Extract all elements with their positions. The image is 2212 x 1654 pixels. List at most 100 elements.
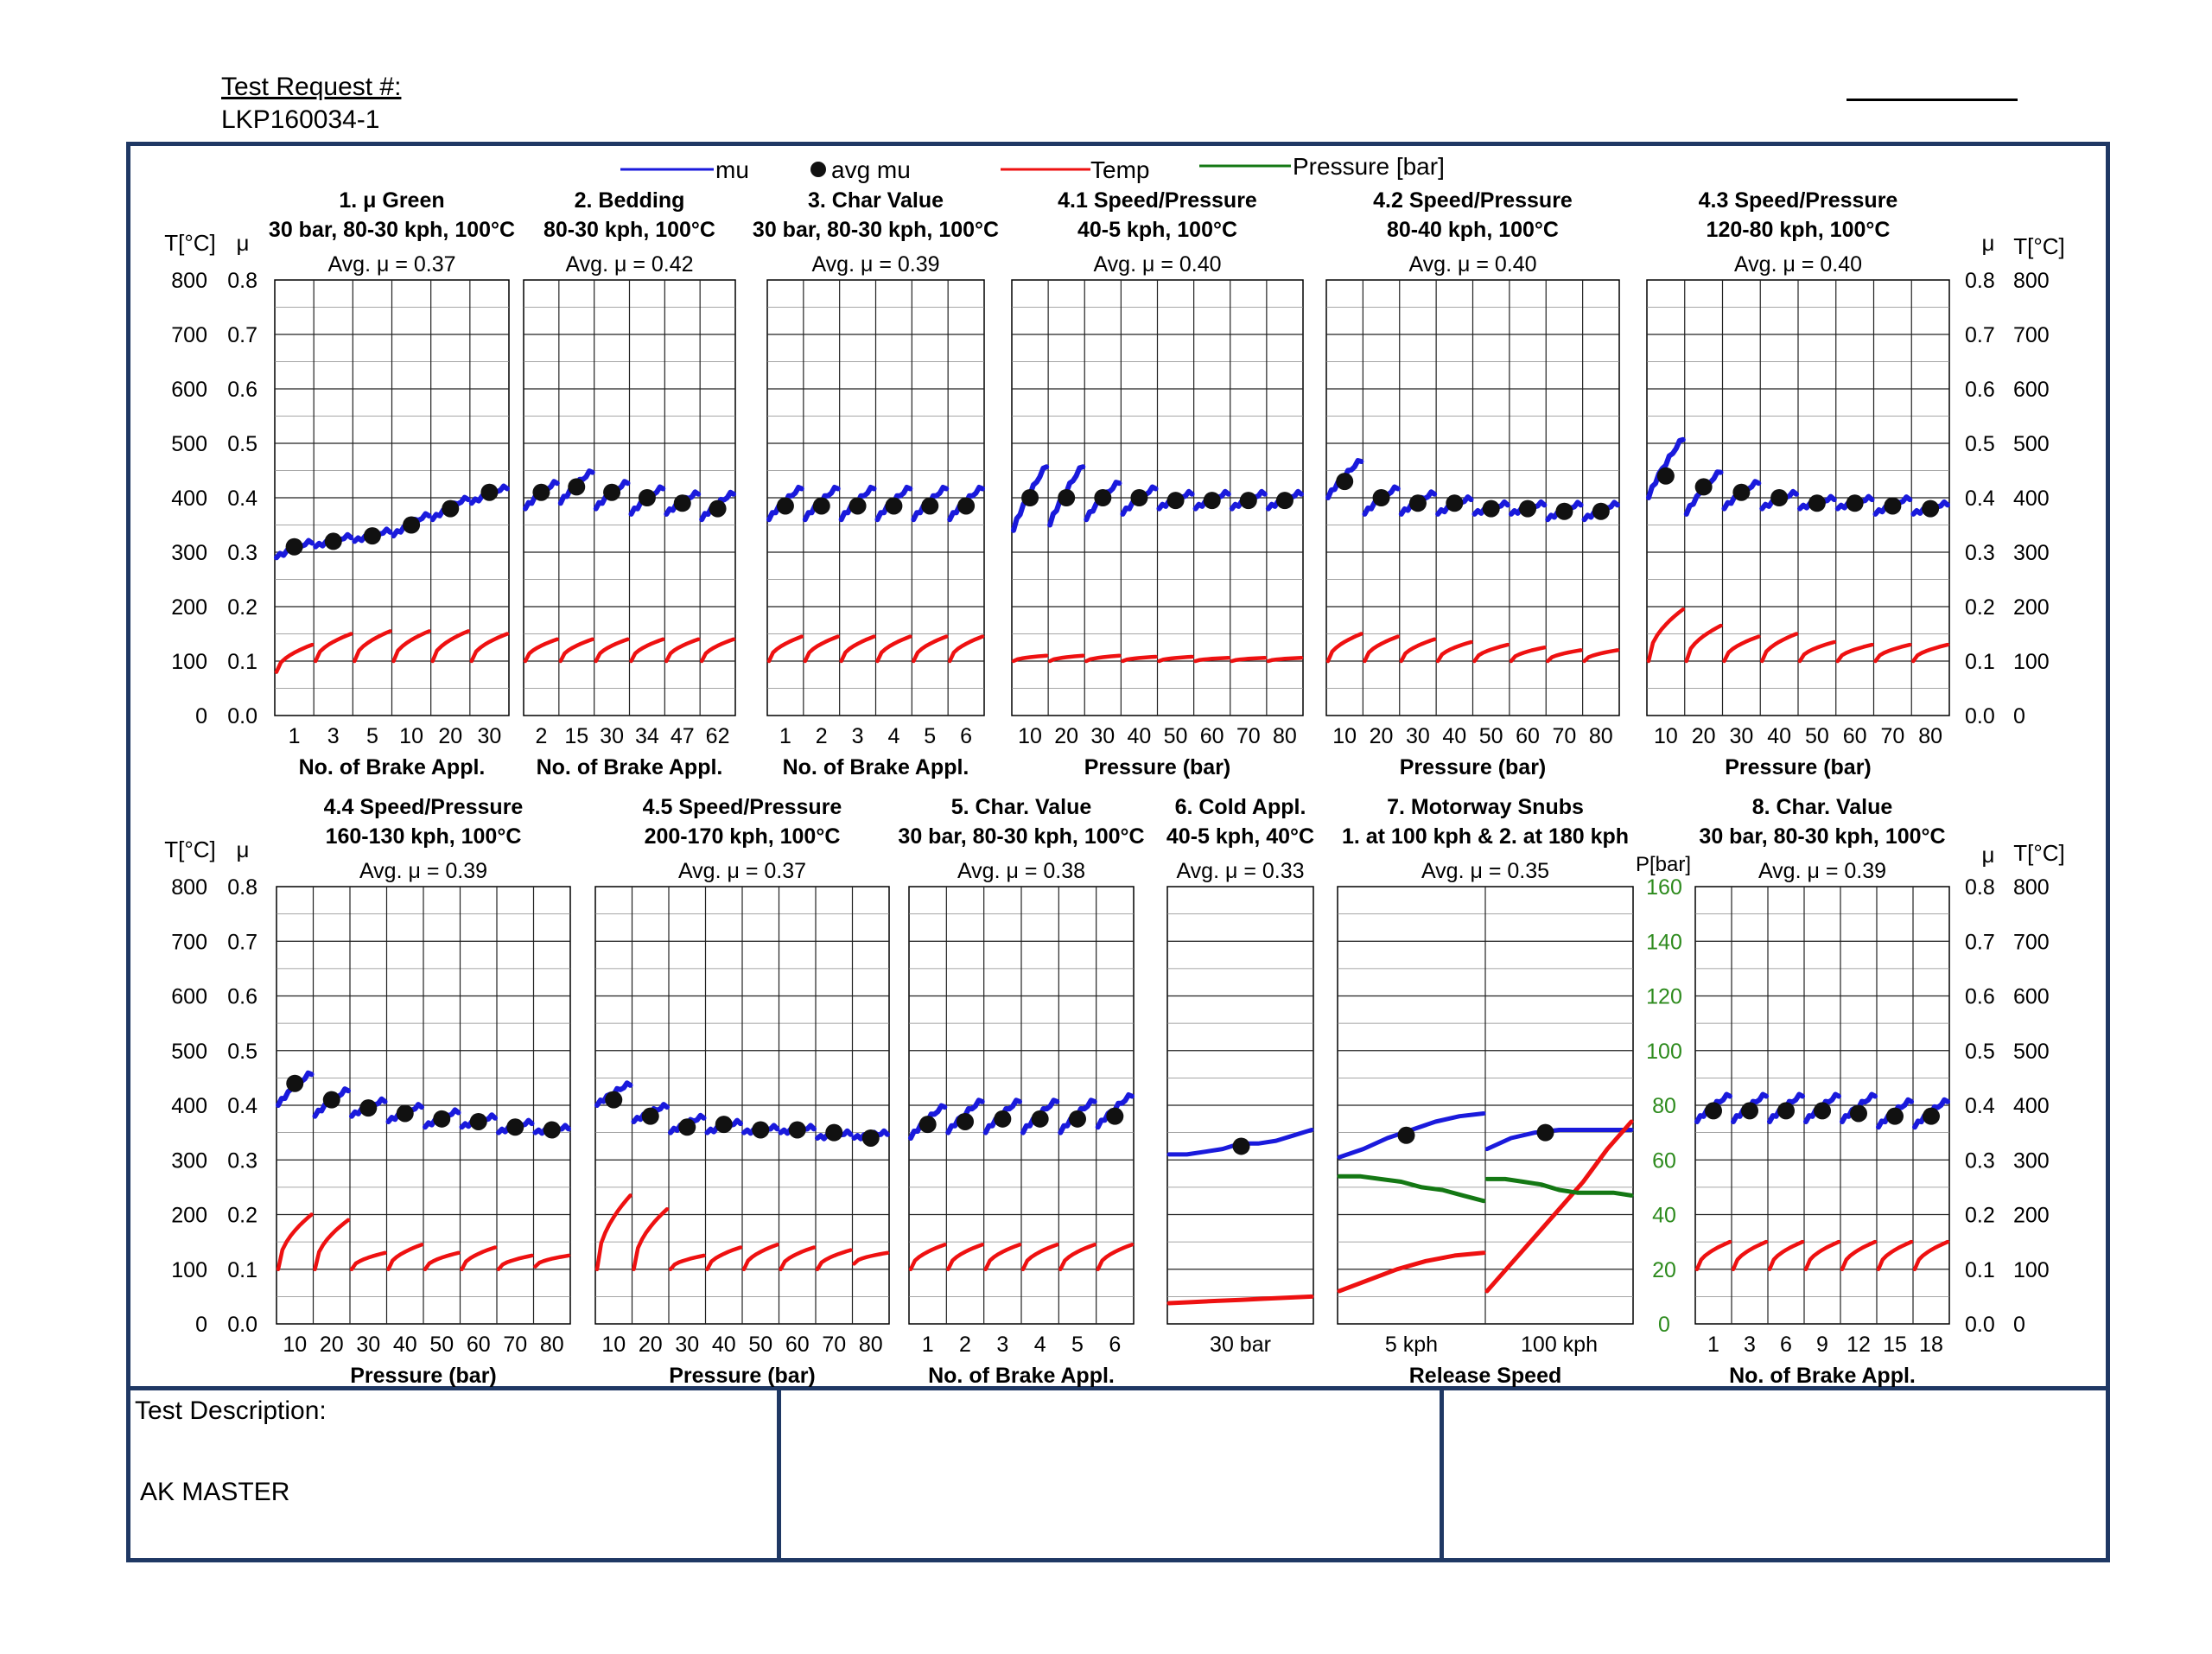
x-tick-label: 50 xyxy=(748,1333,772,1357)
right-temp-tick: 200 xyxy=(2013,595,2050,620)
pressure-tick: 60 xyxy=(1652,1148,1676,1173)
avg-mu-marker xyxy=(1239,492,1257,510)
legend-mu-label: mu xyxy=(715,156,749,183)
left-temp-tick: 500 xyxy=(171,432,207,456)
x-tick-label: 20 xyxy=(438,724,462,748)
test-request-value: LKP160034-1 xyxy=(221,105,380,134)
temp-series-segment xyxy=(668,1253,706,1272)
temp-series-segment xyxy=(983,1243,1022,1272)
left-temp-tick: 300 xyxy=(171,541,207,565)
x-tick-label: 62 xyxy=(706,724,730,748)
panel-subtitle: 30 bar, 80-30 kph, 100°C xyxy=(269,218,515,242)
panel-title: 4.1 Speed/Pressure xyxy=(1058,188,1257,213)
avg-mu-marker xyxy=(673,494,691,512)
x-tick-label: 1 xyxy=(289,724,301,748)
temp-series-segment xyxy=(558,637,594,664)
temp-series-segment xyxy=(1684,623,1723,664)
right-mu-tick: 0.0 xyxy=(1965,1313,1995,1337)
panel-avg-mu: Avg. μ = 0.37 xyxy=(327,252,455,277)
avg-mu-marker xyxy=(885,497,903,515)
left-mu-tick: 0.0 xyxy=(227,704,257,728)
avg-mu-marker xyxy=(324,532,342,550)
x-axis-label: Pressure (bar) xyxy=(350,1364,497,1388)
right-mu-tick: 0.8 xyxy=(1965,269,1995,293)
right-temp-tick: 0 xyxy=(2013,1313,2025,1337)
left-temp-tick: 200 xyxy=(171,595,207,620)
avg-mu-marker xyxy=(1886,1107,1904,1125)
panel-subtitle: 40-5 kph, 40°C xyxy=(1166,824,1314,849)
temp-series-segment xyxy=(430,629,471,664)
temp-series-segment xyxy=(1694,1239,1732,1272)
right-mu-tick: 0.7 xyxy=(1965,930,1995,954)
temp-series-segment xyxy=(1835,642,1874,664)
test-description-label: Test Description: xyxy=(135,1396,327,1425)
avg-mu-marker xyxy=(359,1099,378,1117)
x-axis-label: Pressure (bar) xyxy=(1084,755,1231,779)
x-tick-label: 12 xyxy=(1847,1333,1871,1357)
x-tick-label: 50 xyxy=(429,1333,454,1357)
signature-line xyxy=(1847,99,2018,101)
test-description-value: AK MASTER xyxy=(140,1478,290,1506)
temp-series-segment xyxy=(803,634,840,664)
x-tick-label: 30 xyxy=(478,724,502,748)
x-tick-label: 47 xyxy=(671,724,695,748)
left-temp-axis-title: T[°C] xyxy=(164,837,216,862)
panel-subtitle: 80-40 kph, 100°C xyxy=(1387,218,1559,242)
x-tick-label: 15 xyxy=(564,724,588,748)
x-tick-label: 10 xyxy=(1332,724,1357,748)
temp-series-segment xyxy=(1509,646,1547,664)
temp-series-segment xyxy=(1873,642,1912,664)
pressure-tick: 160 xyxy=(1646,875,1682,900)
x-tick-label: 18 xyxy=(1919,1333,1943,1357)
panel-avg-mu: Avg. μ = 0.39 xyxy=(1758,859,1886,883)
temp-series-segment xyxy=(1797,639,1837,664)
left-temp-tick: 0 xyxy=(195,704,207,728)
temp-series-segment xyxy=(852,1250,890,1266)
panel-title: 4.4 Speed/Pressure xyxy=(324,795,524,819)
avg-mu-marker xyxy=(1923,1107,1940,1125)
panel-subtitle: 40-5 kph, 100°C xyxy=(1077,218,1237,242)
x-tick-label: 2 xyxy=(959,1333,971,1357)
avg-mu-marker xyxy=(469,1112,487,1130)
x-tick-label: 70 xyxy=(503,1333,527,1357)
temp-series-segment xyxy=(313,1218,351,1272)
avg-mu-marker xyxy=(1592,502,1610,520)
x-tick-label: 20 xyxy=(1692,724,1716,748)
report-frame xyxy=(126,142,2110,1562)
x-tick-label: 70 xyxy=(822,1333,846,1357)
footer-divider-2 xyxy=(1440,1386,1444,1562)
temp-series-segment xyxy=(1121,654,1158,664)
x-tick-label: 6 xyxy=(960,724,972,748)
x-tick-label: 10 xyxy=(601,1333,626,1357)
right-mu-tick: 0.1 xyxy=(1965,1258,1995,1282)
avg-mu-marker xyxy=(363,527,381,545)
panel-subtitle: 80-30 kph, 100°C xyxy=(543,218,715,242)
left-mu-tick: 0.2 xyxy=(227,595,257,620)
temp-series-segment xyxy=(1096,1243,1135,1272)
x-tick-label: 50 xyxy=(1805,724,1829,748)
avg-mu-marker xyxy=(994,1110,1012,1128)
avg-mu-marker xyxy=(1336,473,1354,491)
x-tick-label: 20 xyxy=(320,1333,344,1357)
x-tick-label: 5 xyxy=(366,724,378,748)
right-mu-tick: 0.2 xyxy=(1965,1204,1995,1228)
avg-mu-marker xyxy=(921,497,939,515)
avg-mu-marker xyxy=(1021,489,1039,506)
right-temp-tick: 600 xyxy=(2013,378,2050,402)
left-mu-tick: 0.5 xyxy=(227,432,257,456)
avg-mu-marker xyxy=(812,497,830,515)
panel-avg-mu: Avg. μ = 0.42 xyxy=(565,252,693,277)
avg-mu-marker xyxy=(1058,489,1076,506)
temp-series-segment xyxy=(1803,1239,1841,1272)
avg-mu-marker xyxy=(605,1091,623,1109)
left-temp-tick: 400 xyxy=(171,487,207,511)
pressure-tick: 20 xyxy=(1652,1258,1676,1282)
temp-series-segment xyxy=(632,1206,670,1272)
x-tick-label: 2 xyxy=(535,724,547,748)
legend-temp-label: Temp xyxy=(1090,156,1149,183)
left-temp-tick: 400 xyxy=(171,1094,207,1118)
left-mu-tick: 0.8 xyxy=(227,269,257,293)
avg-mu-marker xyxy=(603,483,621,501)
test-request-label: Test Request #: xyxy=(221,73,402,101)
